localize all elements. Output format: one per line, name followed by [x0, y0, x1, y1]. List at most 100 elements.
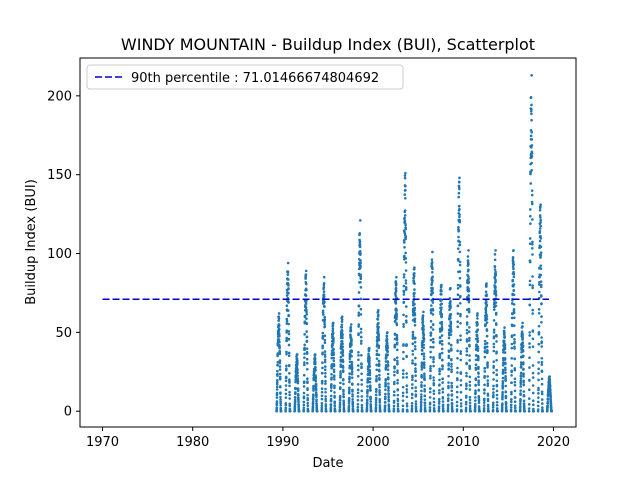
- data-point: [387, 389, 390, 392]
- data-point: [420, 373, 423, 377]
- data-point: [405, 372, 409, 375]
- data-point: [438, 340, 442, 343]
- data-point: [440, 298, 443, 302]
- data-point: [306, 377, 309, 381]
- data-point: [495, 368, 498, 372]
- data-point: [349, 323, 353, 326]
- data-point: [320, 401, 324, 405]
- data-point: [500, 408, 504, 411]
- data-point: [492, 387, 495, 391]
- data-point: [513, 347, 516, 350]
- data-point: [360, 399, 364, 402]
- data-point: [395, 317, 398, 321]
- data-point: [288, 409, 292, 413]
- data-point: [501, 368, 505, 372]
- data-point: [494, 311, 498, 315]
- data-point: [440, 327, 444, 331]
- data-point: [518, 404, 522, 408]
- data-point: [394, 302, 398, 305]
- data-point: [402, 241, 406, 244]
- data-point: [405, 305, 408, 308]
- data-point: [495, 358, 498, 362]
- data-point: [284, 408, 287, 412]
- data-point: [376, 329, 380, 333]
- data-point: [502, 329, 506, 333]
- data-point: [486, 405, 490, 408]
- data-point: [284, 403, 288, 407]
- data-point: [306, 388, 309, 391]
- data-point: [539, 280, 543, 283]
- data-point: [458, 250, 462, 254]
- data-point: [296, 359, 299, 363]
- data-point: [359, 342, 363, 345]
- data-point: [513, 340, 516, 344]
- data-point: [519, 382, 523, 386]
- data-point: [538, 227, 542, 230]
- data-point: [295, 353, 299, 356]
- data-point: [404, 223, 407, 227]
- data-point: [374, 401, 378, 404]
- data-point: [522, 375, 525, 378]
- data-point: [457, 225, 460, 229]
- data-point: [468, 326, 471, 329]
- data-point: [450, 398, 454, 402]
- data-point: [521, 333, 524, 336]
- data-point: [485, 300, 488, 304]
- data-point: [386, 331, 389, 334]
- data-point: [341, 336, 344, 340]
- data-point: [329, 399, 333, 403]
- data-point: [474, 389, 477, 392]
- data-point: [540, 392, 544, 396]
- data-point: [440, 351, 444, 355]
- data-point: [447, 393, 450, 397]
- data-point: [430, 261, 434, 264]
- data-point: [513, 357, 517, 361]
- data-point: [405, 343, 408, 346]
- data-point: [304, 273, 308, 276]
- data-point: [330, 376, 333, 380]
- data-point: [410, 386, 414, 390]
- data-point: [519, 397, 522, 401]
- data-point: [279, 398, 282, 401]
- data-point: [441, 358, 444, 362]
- data-point: [350, 350, 354, 354]
- data-point: [541, 409, 544, 413]
- data-point: [384, 367, 388, 370]
- data-point: [531, 312, 534, 315]
- data-point: [414, 386, 418, 389]
- data-point: [374, 396, 378, 400]
- data-point: [492, 384, 495, 388]
- data-point: [521, 321, 524, 325]
- data-point: [487, 409, 490, 413]
- data-point: [303, 352, 306, 356]
- data-point: [285, 317, 289, 321]
- data-point: [430, 258, 434, 261]
- data-point: [378, 385, 381, 389]
- data-point: [522, 373, 525, 376]
- data-point: [484, 323, 487, 327]
- data-point: [329, 394, 333, 398]
- data-point: [500, 406, 504, 409]
- data-point: [464, 408, 468, 411]
- data-point: [495, 389, 499, 393]
- data-point: [438, 369, 441, 373]
- data-point: [449, 304, 452, 308]
- data-point: [446, 406, 450, 410]
- data-point: [440, 347, 444, 351]
- data-point: [339, 370, 342, 373]
- data-point: [531, 376, 535, 379]
- data-point: [468, 395, 472, 399]
- data-point: [539, 245, 543, 249]
- data-point: [275, 406, 279, 409]
- data-point: [468, 344, 471, 348]
- data-point: [359, 280, 362, 284]
- data-point: [375, 352, 379, 356]
- data-point: [396, 361, 399, 365]
- data-point: [529, 109, 533, 113]
- data-point: [329, 403, 333, 406]
- data-point: [429, 338, 433, 342]
- data-point: [411, 378, 414, 382]
- data-point: [306, 404, 310, 408]
- data-point: [379, 409, 382, 413]
- data-point: [465, 371, 468, 375]
